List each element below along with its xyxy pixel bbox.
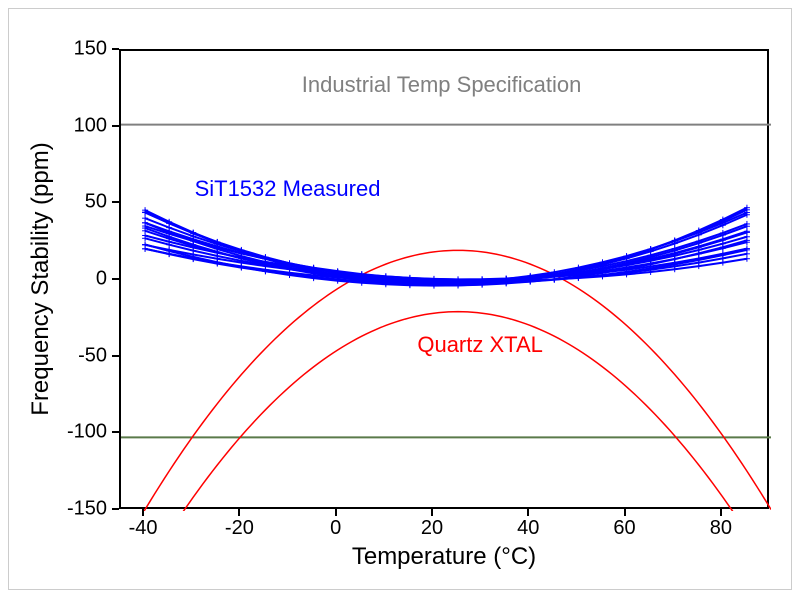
annotation-spec: Industrial Temp Specification: [302, 72, 582, 98]
x-tick: [142, 509, 144, 516]
x-tick-label: 20: [421, 517, 443, 540]
x-tick-label: -40: [129, 517, 158, 540]
y-tick-label: 150: [74, 38, 107, 61]
y-tick: [112, 278, 119, 280]
y-tick-label: 50: [85, 191, 107, 214]
y-tick: [112, 125, 119, 127]
x-tick-label: 0: [330, 517, 341, 540]
x-tick: [720, 509, 722, 516]
y-tick: [112, 431, 119, 433]
annotation-quartz: Quartz XTAL: [417, 332, 543, 358]
plot-svg: [121, 51, 771, 511]
x-tick-label: 80: [710, 517, 732, 540]
y-tick-label: -150: [67, 498, 107, 521]
x-tick-label: 40: [517, 517, 539, 540]
y-tick: [112, 355, 119, 357]
y-tick: [112, 201, 119, 203]
y-tick-label: -100: [67, 421, 107, 444]
x-tick: [238, 509, 240, 516]
y-tick-label: 0: [96, 268, 107, 291]
x-tick-label: -20: [225, 517, 254, 540]
x-tick: [624, 509, 626, 516]
x-tick-label: 60: [613, 517, 635, 540]
y-axis-label: Frequency Stability (ppm): [27, 142, 55, 415]
y-tick-label: 100: [74, 114, 107, 137]
y-tick: [112, 48, 119, 50]
y-tick-label: -50: [78, 344, 107, 367]
annotation-sit: SiT1532 Measured: [195, 176, 381, 202]
x-axis-label: Temperature (°C): [352, 543, 536, 571]
x-tick: [431, 509, 433, 516]
x-tick: [527, 509, 529, 516]
chart-frame: -40 -20 0 20 40 60 80 -150 -100 -50 0 50 100 150 Temp…: [8, 8, 792, 590]
y-tick: [112, 508, 119, 510]
x-tick: [335, 509, 337, 516]
plot-area: [119, 49, 769, 509]
